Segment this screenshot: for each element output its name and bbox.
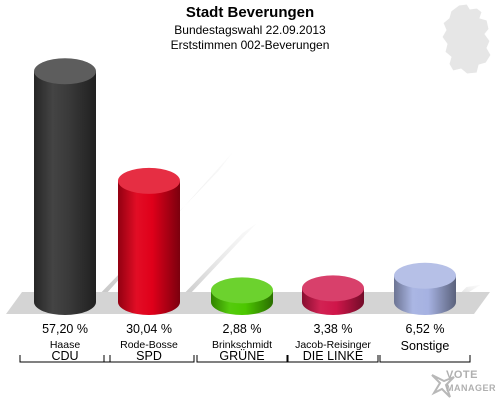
category-label: DIE LINKE: [303, 349, 363, 363]
label-bracket: [19, 355, 111, 363]
value-label: 6,52 %: [406, 322, 445, 336]
bar-die-linke: [302, 275, 364, 315]
bar-shadow: [176, 223, 257, 302]
value-label: 30,04 %: [126, 322, 172, 336]
chart-title: Stadt Beverungen: [185, 4, 315, 21]
category-label: GRÜNE: [219, 349, 264, 363]
category-label: CDU: [51, 349, 78, 363]
bar-spd: [118, 167, 180, 315]
label-bracket: [379, 355, 471, 363]
value-label: 57,20 %: [42, 322, 88, 336]
value-label: 3,38 %: [314, 322, 353, 336]
category-label: Sonstige: [401, 339, 450, 353]
candidate-label: Haase: [50, 339, 81, 351]
logo-text-manager: MANAGER: [446, 383, 496, 393]
label-bracket: [196, 355, 288, 363]
vote-manager-logo: [431, 374, 455, 398]
bar-gr-ne: [211, 277, 273, 315]
candidate-label: Jacob-Reisinger: [295, 339, 371, 351]
chart-subtitle: Bundestagswahl 22.09.2013: [174, 23, 326, 37]
logo-text-vote: VOTE: [446, 369, 478, 381]
germany-map-icon: [441, 3, 492, 75]
candidate-label: Rode-Bosse: [120, 339, 178, 351]
value-label: 2,88 %: [223, 322, 262, 336]
bar-sonstige: [394, 262, 456, 315]
label-bracket: [103, 355, 195, 363]
category-label: SPD: [136, 349, 162, 363]
candidate-label: Brinkschmidt: [212, 339, 272, 351]
chart-subtitle-2: Erststimmen 002-Beverungen: [170, 38, 330, 52]
label-bracket: [287, 355, 379, 363]
bar-cdu: [34, 58, 96, 315]
